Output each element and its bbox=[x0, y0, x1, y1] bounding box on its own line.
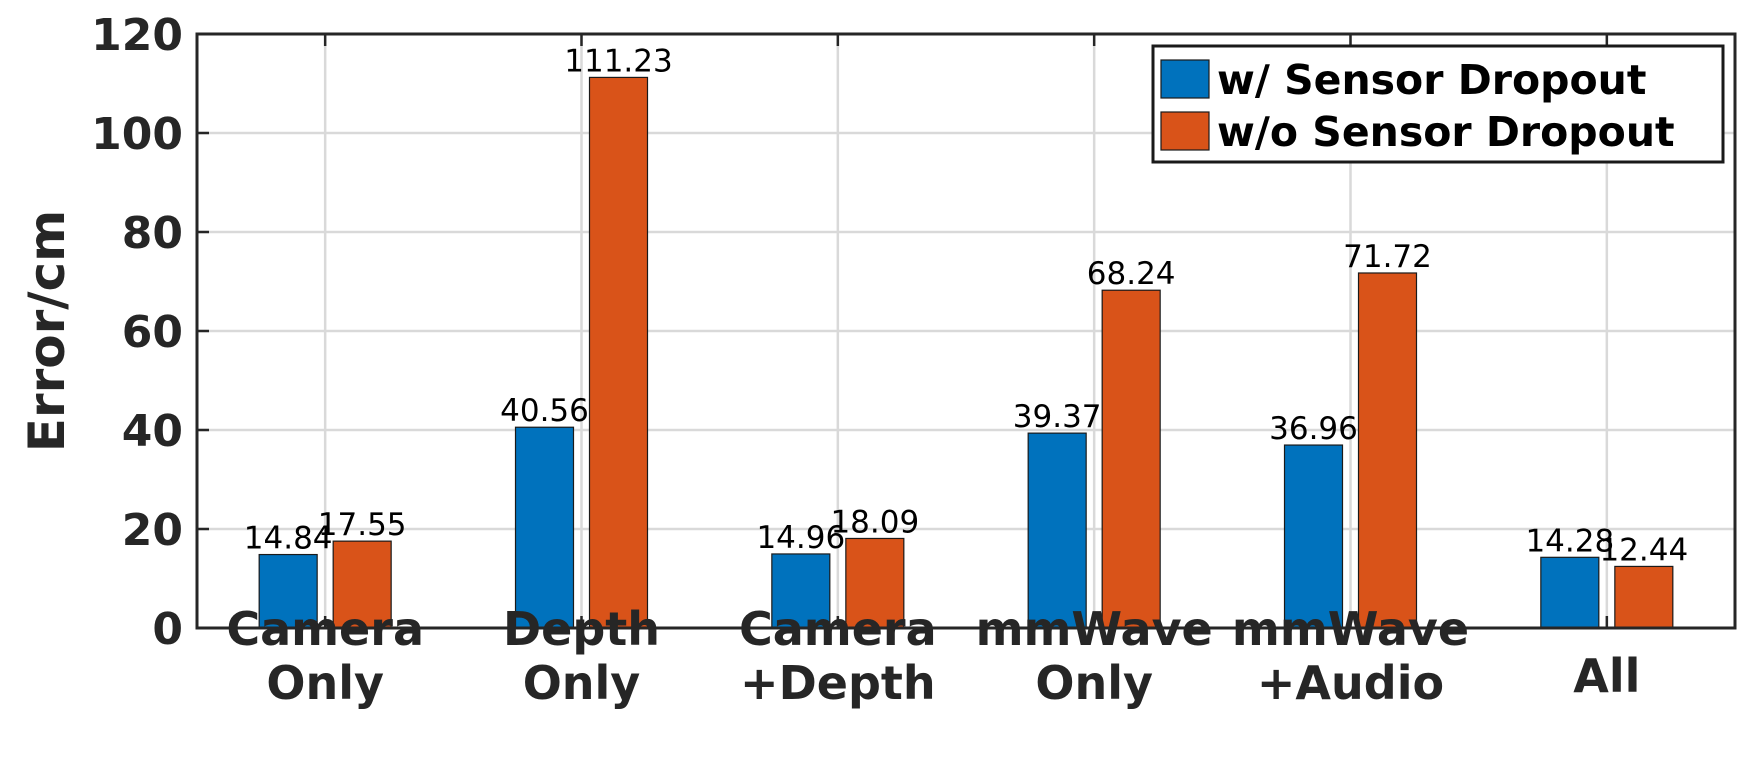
y-tick-label: 120 bbox=[91, 10, 183, 61]
bar bbox=[1357, 272, 1418, 629]
bar bbox=[514, 426, 575, 629]
bar bbox=[258, 553, 318, 629]
data-label: 12.44 bbox=[1599, 532, 1688, 568]
y-tick-label: 0 bbox=[152, 604, 183, 655]
bar bbox=[1614, 565, 1674, 629]
y-axis-label: Error/cm bbox=[18, 210, 76, 452]
plot-frame bbox=[195, 32, 1737, 630]
data-label: 71.72 bbox=[1343, 239, 1432, 275]
y-tick-label: 100 bbox=[91, 109, 183, 160]
bar bbox=[771, 553, 831, 629]
data-label: 18.09 bbox=[830, 504, 919, 540]
x-tick-label: All bbox=[1573, 649, 1640, 703]
x-tick-label: Only bbox=[1035, 656, 1153, 710]
data-label: 36.96 bbox=[1269, 411, 1358, 447]
bar bbox=[1101, 289, 1161, 629]
y-tick-labels: 0 20 40 60 80 100 120 bbox=[91, 10, 183, 655]
legend-swatch bbox=[1160, 59, 1210, 99]
bar bbox=[1027, 432, 1087, 629]
data-label: 40.56 bbox=[500, 393, 589, 429]
data-label: 14.28 bbox=[1525, 523, 1614, 559]
bars-layer bbox=[258, 76, 1674, 629]
x-tick-label: +Audio bbox=[1257, 656, 1444, 710]
data-label: 68.24 bbox=[1087, 256, 1176, 292]
x-tick-labels: CameraOnlyDepthOnlyCamera+DepthmmWaveOnl… bbox=[226, 602, 1640, 710]
legend-box bbox=[1151, 44, 1725, 164]
x-tick-label: mmWave bbox=[976, 602, 1213, 656]
x-tick-label: Depth bbox=[503, 602, 660, 656]
data-label: 111.23 bbox=[564, 43, 672, 79]
y-tick-label: 40 bbox=[122, 406, 183, 457]
legend-entry-label: w/ Sensor Dropout bbox=[1217, 56, 1646, 104]
bar bbox=[1540, 556, 1600, 629]
y-tick-label: 80 bbox=[122, 208, 183, 259]
data-label: 17.55 bbox=[318, 507, 407, 543]
x-tick-label: Only bbox=[266, 656, 384, 710]
data-label: 39.37 bbox=[1013, 399, 1102, 435]
bar bbox=[588, 76, 649, 629]
x-tick-label: +Depth bbox=[740, 656, 936, 710]
x-tick-label: Camera bbox=[739, 602, 937, 656]
y-tick-label: 60 bbox=[122, 307, 183, 358]
y-tick-label: 20 bbox=[122, 505, 183, 556]
x-tick-label: Camera bbox=[226, 602, 424, 656]
bar bbox=[845, 537, 905, 629]
data-label: 14.96 bbox=[756, 520, 845, 556]
x-tick-label: mmWave bbox=[1232, 602, 1469, 656]
data-labels-layer: 14.84 40.56 14.96 39.37 36.96 14.28 17.55 111.2… bbox=[244, 43, 1688, 568]
legend-swatch bbox=[1160, 111, 1210, 151]
bar bbox=[1283, 444, 1344, 629]
data-label: 14.84 bbox=[244, 521, 333, 557]
legend-entry-label: w/o Sensor Dropout bbox=[1217, 108, 1675, 156]
x-tick-label: Only bbox=[523, 656, 641, 710]
